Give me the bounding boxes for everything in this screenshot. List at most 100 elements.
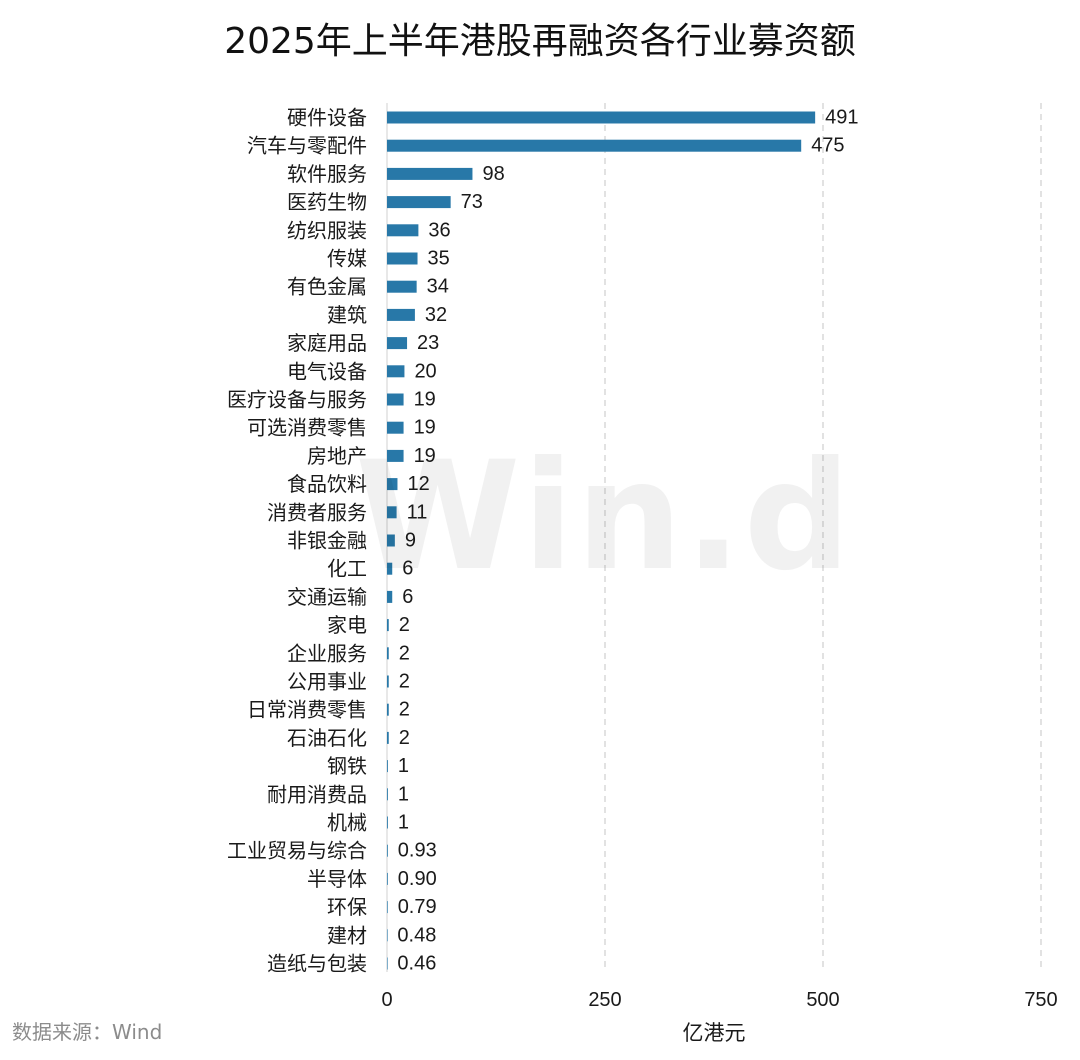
bar (387, 196, 451, 209)
value-label: 19 (414, 417, 436, 439)
bar (387, 703, 389, 716)
category-label: 建筑 (327, 303, 367, 327)
value-label: 32 (425, 304, 447, 326)
category-label: 家庭用品 (287, 331, 367, 355)
bar (387, 308, 415, 321)
category-label: 有色金属 (287, 275, 367, 299)
category-label: 软件服务 (287, 162, 367, 186)
category-label: 交通运输 (287, 585, 367, 609)
bar (387, 337, 408, 350)
category-label: 家电 (327, 613, 367, 637)
bar (387, 675, 389, 688)
category-label: 建材 (327, 923, 367, 947)
value-label: 20 (414, 360, 436, 382)
value-label: 11 (407, 501, 428, 523)
value-label: 12 (407, 473, 429, 495)
bar (387, 393, 404, 406)
bar (387, 111, 816, 124)
category-label: 耐用消费品 (267, 782, 367, 806)
category-label: 可选消费零售 (247, 416, 367, 440)
bar (387, 788, 388, 801)
value-label: 35 (428, 248, 450, 270)
category-label: 电气设备 (287, 359, 367, 383)
chart-title: 2025年上半年港股再融资各行业募资额 (224, 21, 856, 62)
bar (387, 872, 388, 885)
value-label: 1 (398, 783, 409, 805)
value-label: 34 (427, 276, 449, 298)
value-label: 36 (428, 219, 450, 241)
bar (387, 619, 389, 632)
bar (387, 760, 388, 773)
category-label: 工业贸易与综合 (227, 839, 367, 863)
category-label: 石油石化 (287, 726, 367, 750)
category-label: 环保 (327, 895, 367, 919)
value-label: 6 (402, 586, 413, 608)
bar (387, 731, 389, 744)
bar (387, 534, 395, 547)
bar (387, 252, 418, 265)
category-label: 企业服务 (287, 641, 367, 665)
value-label: 73 (461, 191, 483, 213)
value-label: 23 (417, 332, 439, 354)
value-label: 19 (414, 389, 436, 411)
bar (387, 139, 802, 152)
value-label: 0.79 (398, 896, 437, 918)
value-label: 6 (402, 558, 413, 580)
value-label: 1 (398, 812, 409, 834)
x-tick-label: 250 (588, 989, 621, 1011)
bar (387, 647, 389, 660)
value-label: 475 (811, 135, 844, 157)
value-label: 2 (399, 642, 410, 664)
category-label: 日常消费零售 (247, 698, 367, 722)
bar (387, 816, 388, 829)
bar (387, 167, 473, 180)
value-label: 19 (414, 445, 436, 467)
category-label: 消费者服务 (267, 500, 367, 524)
bar (387, 901, 388, 914)
category-label: 房地产 (307, 444, 367, 468)
category-label: 医药生物 (287, 190, 367, 214)
value-label: 0.46 (397, 953, 436, 975)
bar (387, 449, 404, 462)
x-tick-label: 0 (381, 989, 392, 1011)
category-label: 机械 (327, 811, 367, 835)
category-label: 食品饮料 (287, 472, 367, 496)
value-label: 2 (399, 727, 410, 749)
category-label: 化工 (327, 557, 367, 581)
source-note: 数据来源：Wind (12, 1020, 163, 1044)
value-label: 0.93 (398, 840, 437, 862)
bar (387, 957, 388, 970)
bar (387, 562, 393, 575)
category-label: 硬件设备 (287, 106, 367, 130)
category-label: 钢铁 (327, 754, 367, 778)
x-tick-label: 750 (1024, 989, 1057, 1011)
category-label: 医疗设备与服务 (227, 388, 367, 412)
x-tick-label: 500 (806, 989, 839, 1011)
value-label: 2 (399, 671, 410, 693)
bar (387, 844, 388, 857)
value-label: 0.48 (397, 924, 436, 946)
bar (387, 478, 398, 491)
bar (387, 280, 417, 293)
category-label: 半导体 (307, 867, 367, 891)
bar (387, 506, 397, 519)
value-label: 491 (825, 107, 858, 129)
bar (387, 224, 419, 237)
category-label: 公用事业 (287, 670, 367, 694)
value-label: 0.90 (398, 868, 437, 890)
bar (387, 421, 404, 434)
category-label: 汽车与零配件 (247, 134, 367, 158)
value-label: 2 (399, 699, 410, 721)
bar (387, 590, 393, 603)
x-axis-title: 亿港元 (683, 1021, 746, 1045)
bar (387, 929, 388, 942)
value-label: 1 (398, 755, 409, 777)
category-label: 造纸与包装 (267, 952, 367, 976)
category-label: 纺织服装 (287, 218, 367, 242)
category-label: 非银金融 (287, 529, 367, 553)
category-label: 传媒 (327, 247, 367, 271)
value-label: 9 (405, 530, 416, 552)
bar (387, 365, 405, 378)
value-label: 98 (482, 163, 504, 185)
